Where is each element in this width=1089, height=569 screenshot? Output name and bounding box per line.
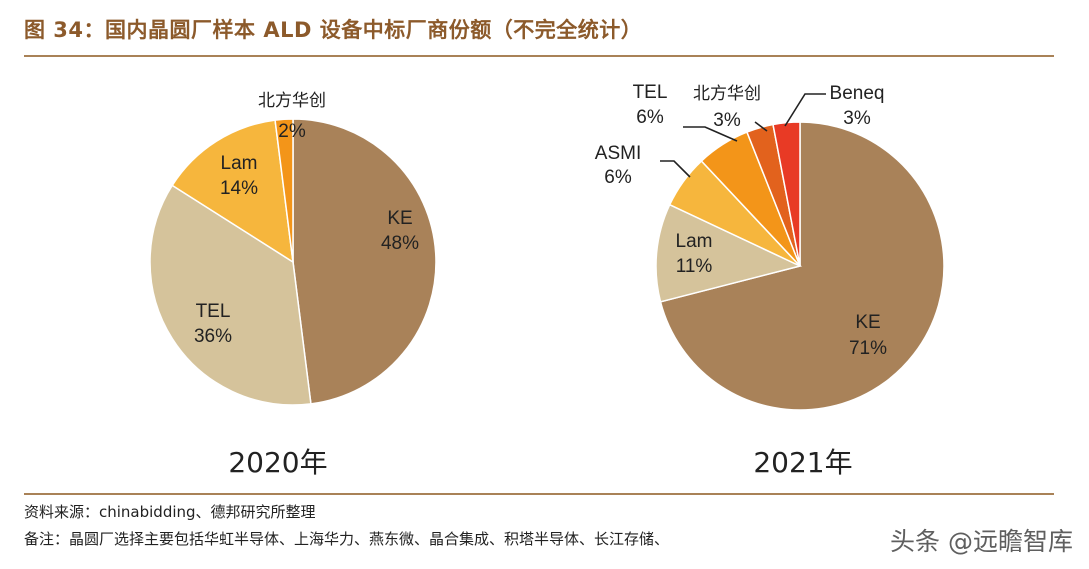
watermark: 头条 @远瞻智库 (890, 527, 1073, 556)
pie-slice-2020-北方华创 (274, 118, 294, 263)
leader-line-asmi (660, 160, 691, 178)
leader-lines-2021 (660, 93, 826, 178)
label-2020-lam-value: 14% (220, 178, 258, 199)
label-2020-ke-name: KE (387, 208, 412, 229)
label-2020-tel-name: TEL (196, 301, 231, 322)
pie-chart-2021 (655, 121, 945, 411)
pie-charts: KE 48% TEL 36% Lam 14% 北方华创 2% KE 71% La… (149, 82, 945, 479)
label-2021-ke-value: 71% (849, 338, 887, 359)
label-2020-lam-name: Lam (221, 153, 258, 174)
label-2021-beneq-value: 3% (843, 108, 871, 129)
pie-chart-2020 (149, 118, 437, 406)
label-2021-lam-name: Lam (676, 231, 713, 252)
label-2021-asmi-name: ASMI (595, 143, 641, 164)
leader-line-tel (683, 126, 738, 142)
leader-line-beifang (754, 121, 768, 132)
chart-title-2021: 2021年 (753, 446, 852, 479)
pie-slice-2020-KE (292, 118, 437, 405)
source-note: 资料来源：chinabidding、德邦研究所整理 (24, 503, 316, 521)
label-2021-tel-value: 6% (636, 107, 664, 128)
label-2021-tel-name: TEL (633, 82, 668, 103)
pie-slice-2020-Lam (171, 119, 294, 264)
label-2020-ke-value: 48% (381, 233, 419, 254)
leader-line-beneq (784, 93, 826, 127)
chart-title-2020: 2020年 (228, 446, 327, 479)
label-2021-lam-value: 11% (676, 256, 713, 277)
title-divider (24, 55, 1054, 57)
figure-title: 图 34：国内晶圆厂样本 ALD 设备中标厂商份额（不完全统计） (24, 18, 643, 42)
pie-slice-2020-TEL (149, 184, 312, 406)
label-2020-tel-value: 36% (194, 326, 232, 347)
footer-divider (24, 493, 1054, 495)
label-2021-beneq-name: Beneq (830, 83, 885, 104)
pie-slice-2021-KE (659, 121, 945, 411)
label-2021-asmi-value: 6% (604, 167, 632, 188)
label-2021-beifang-name: 北方华创 (693, 84, 761, 104)
label-2020-beifang-value: 2% (278, 121, 306, 142)
pie-slice-2021-Lam (655, 203, 803, 303)
label-2021-beifang-value: 3% (713, 110, 741, 131)
label-2021-ke-name: KE (855, 312, 880, 333)
remark-note: 备注：晶圆厂选择主要包括华虹半导体、上海华力、燕东微、晶合集成、积塔半导体、长江… (24, 530, 670, 548)
label-2020-beifang-name: 北方华创 (258, 91, 326, 111)
